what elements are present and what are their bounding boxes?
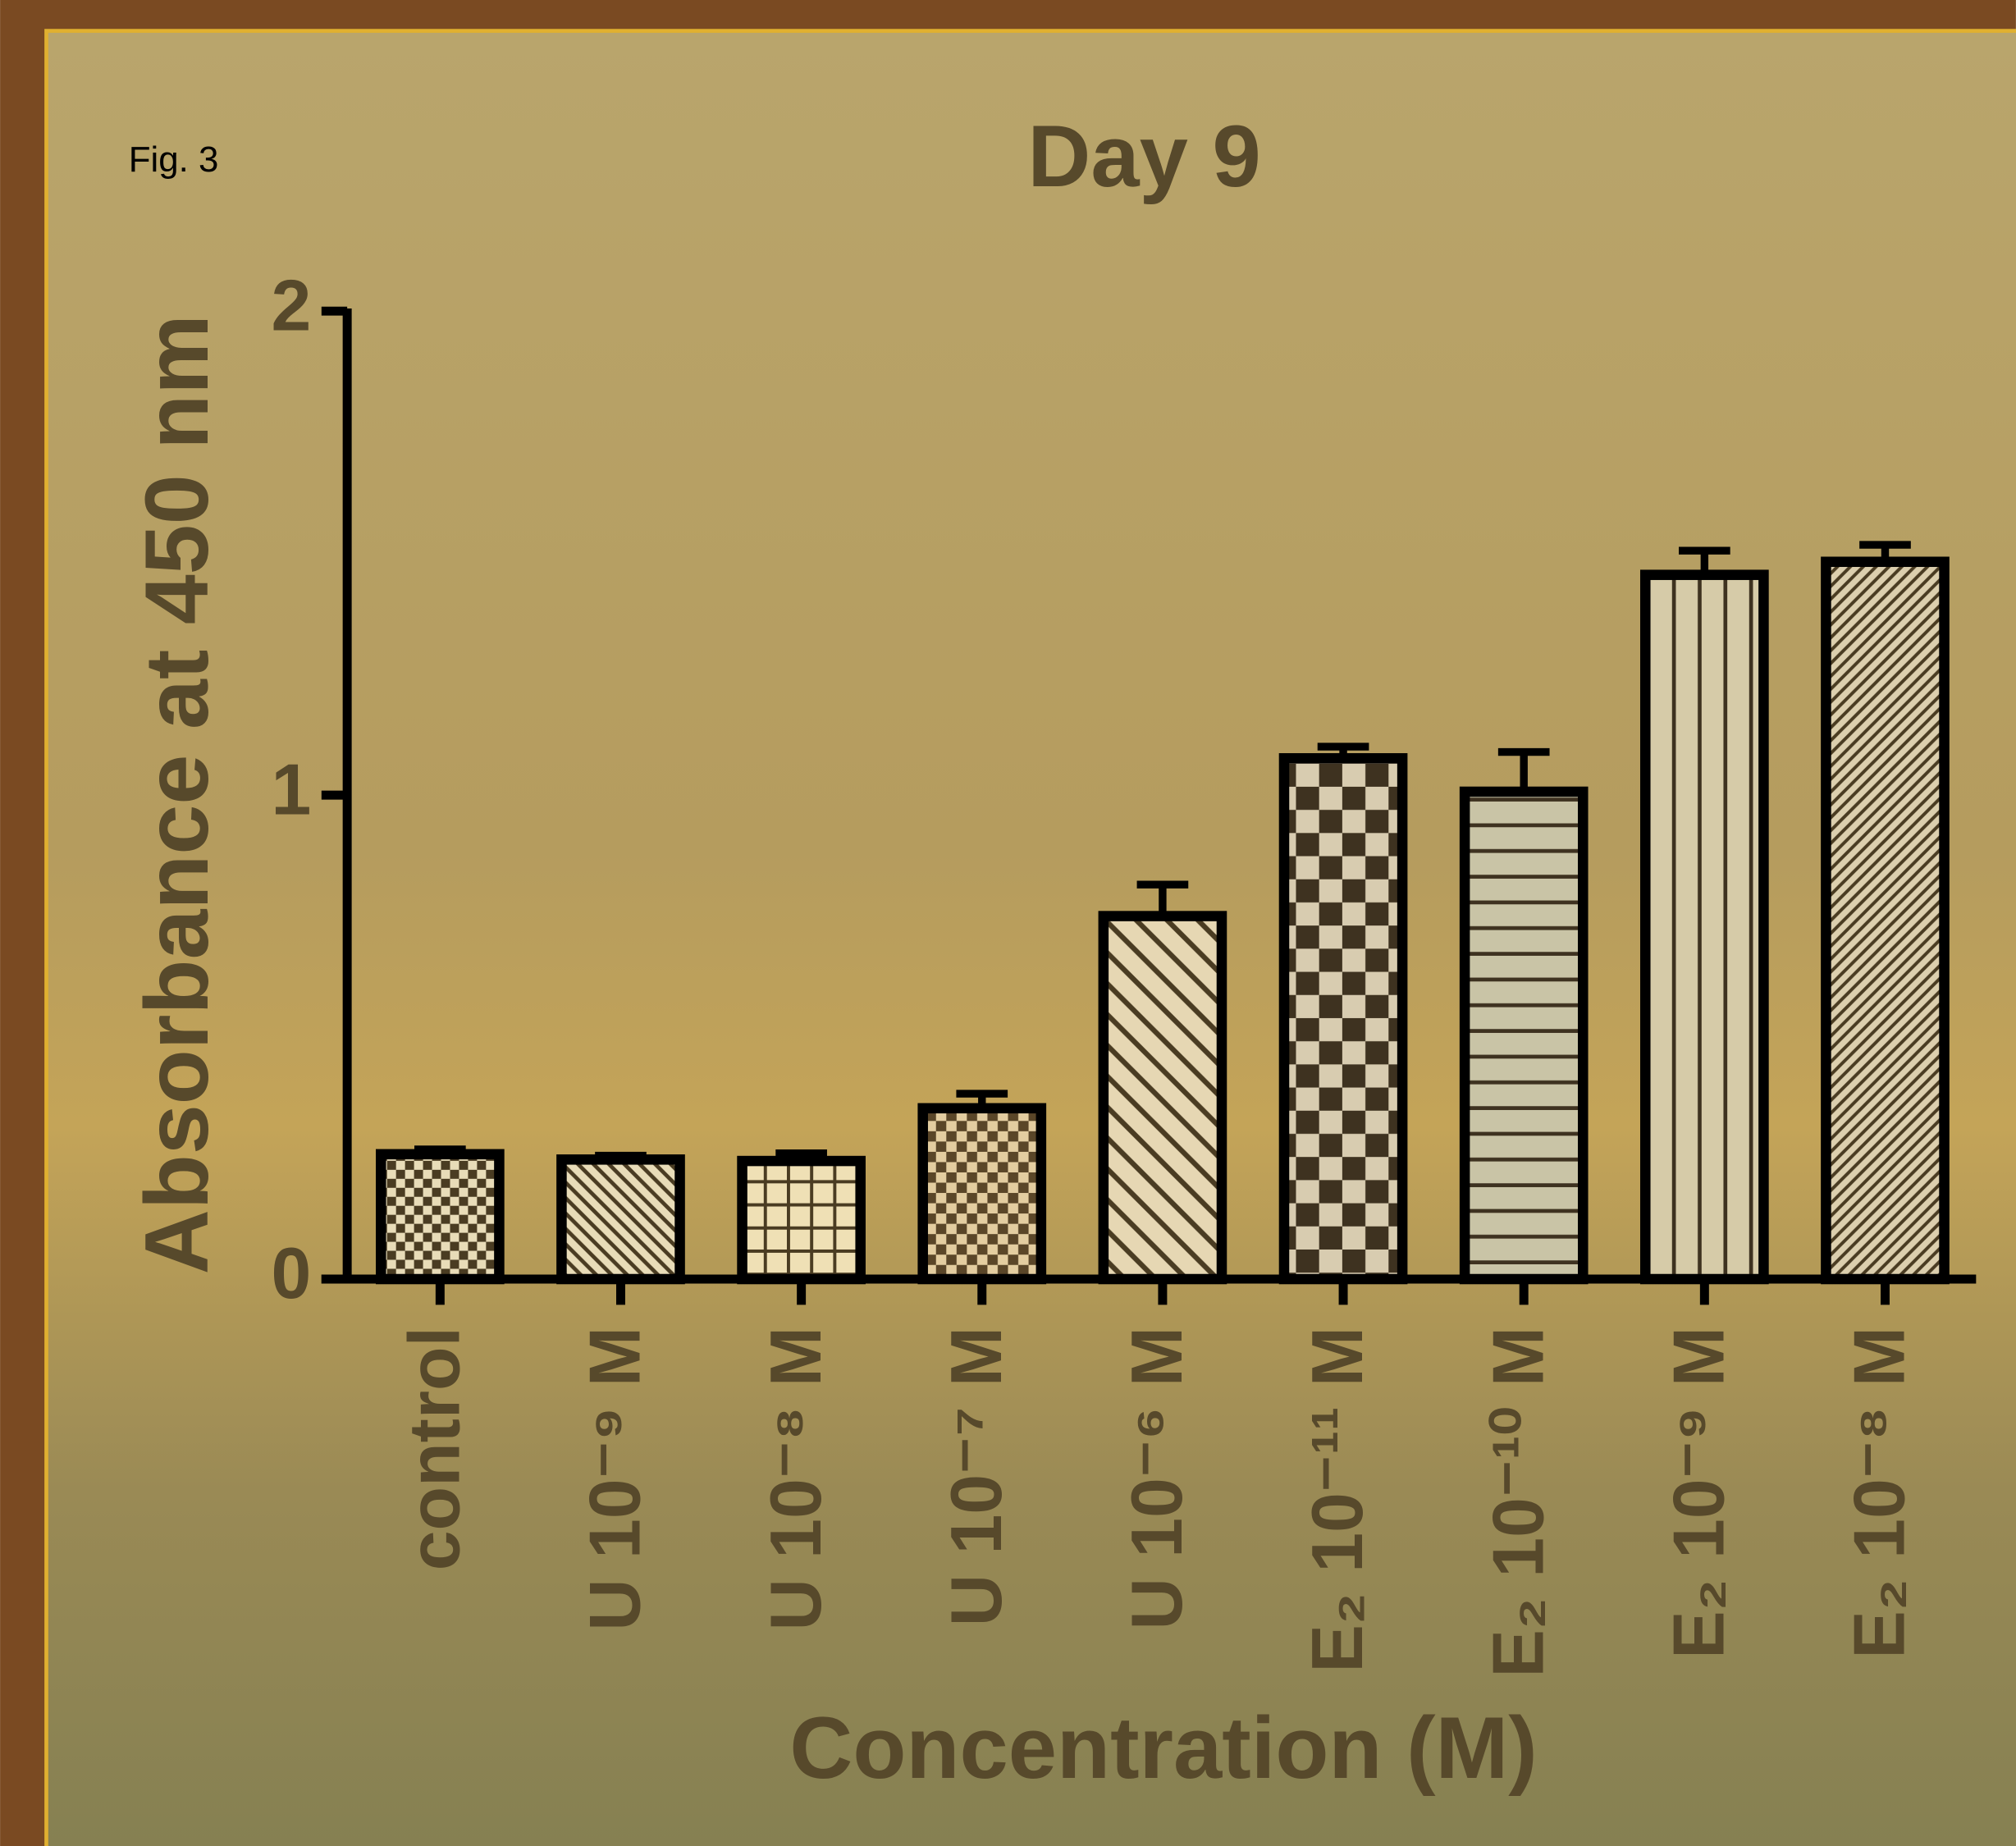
y-axis-label: Absorbance at 450 nm	[127, 314, 227, 1274]
bar	[1826, 562, 1944, 1279]
bar	[1645, 575, 1763, 1279]
bar	[743, 1161, 861, 1279]
figure-label: Fig. 3	[129, 139, 219, 180]
x-tick-label: E₂ 10⁻¹¹ M	[1297, 1327, 1378, 1673]
x-tick-label: E₂ 10⁻⁹ M	[1659, 1327, 1739, 1659]
y-tick-label: 1	[271, 749, 311, 829]
x-tick-label: U 10⁻⁸ M	[756, 1327, 836, 1631]
y-tick-label: 2	[271, 265, 311, 345]
x-tick-label: U 10⁻⁹ M	[575, 1327, 656, 1631]
bar	[1465, 792, 1583, 1279]
bar	[1104, 916, 1222, 1279]
chart: Fig. 3 Day 9 Concentration (M) Absorbanc…	[0, 0, 2016, 1846]
x-tick-label: U 10⁻⁶ M	[1117, 1327, 1197, 1630]
x-tick-label: E₂ 10⁻⁸ M	[1840, 1327, 1920, 1659]
page: {"figure_label": "Fig. 3", "chart_data":…	[0, 0, 2016, 1846]
x-tick-label: control	[395, 1327, 475, 1570]
y-tick-label: 0	[271, 1233, 311, 1314]
bar	[923, 1108, 1041, 1279]
x-tick-label: U 10⁻⁷ M	[936, 1327, 1017, 1626]
bar	[561, 1159, 679, 1279]
x-axis-label: Concentration (M)	[789, 1699, 1537, 1797]
x-tick-label: E₂ 10⁻¹⁰ M	[1478, 1327, 1558, 1678]
bar	[1284, 758, 1402, 1279]
bar	[381, 1154, 499, 1279]
chart-title: Day 9	[1027, 107, 1260, 205]
